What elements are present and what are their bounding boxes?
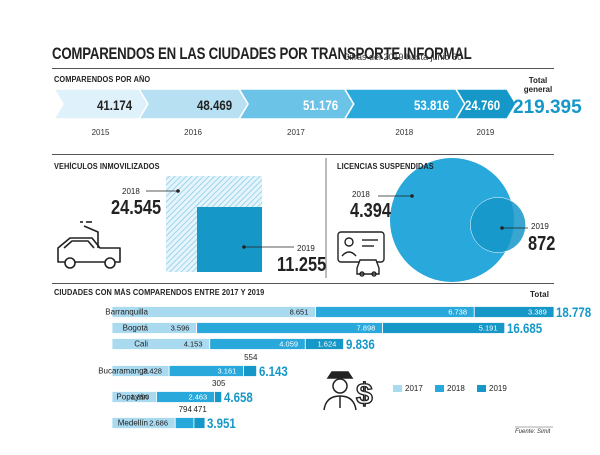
city-bar-value-0-1: 6.738 <box>448 307 467 317</box>
city-bar-popayán-2019 <box>214 391 223 403</box>
year-label-2018: 2018 <box>395 128 414 137</box>
city-total-2: 9.836 <box>345 336 375 352</box>
section-title-ciudades: CIUDADES CON MÁS COMPARENDOS ENTRE 2017 … <box>54 288 265 297</box>
legend-2019: 2019 <box>477 384 507 393</box>
licencias-2019-value: 872 <box>528 233 556 255</box>
city-label-4: Popayán <box>116 392 148 402</box>
year-value-2019: 24.760 <box>465 97 501 113</box>
subtitle: Cifras del 2019 hasta junio 30 <box>343 52 463 62</box>
city-bar-value-2-0: 4.153 <box>183 339 203 349</box>
city-label-5: Medellín <box>117 418 148 428</box>
city-bar-bogotá-2019 <box>382 322 506 334</box>
tow-truck-icon <box>57 221 121 269</box>
year-value-2018: 53.816 <box>413 97 449 113</box>
vehiculos-2018-value: 24.545 <box>111 197 162 219</box>
vehiculos-2019-year: 2019 <box>297 244 315 253</box>
year-value-2015: 41.174 <box>97 97 133 113</box>
city-label-0: Barranquilla <box>105 307 148 317</box>
licencias-2018-year: 2018 <box>352 190 370 199</box>
city-bar-value-4-0: 1.890 <box>130 392 150 402</box>
license-card-icon <box>337 231 385 277</box>
city-bar-value-3-0: 2.428 <box>143 366 162 376</box>
legend-swatch-2017 <box>393 385 402 392</box>
section-title-vehiculos: VEHÍCULOS INMOVILIZADOS <box>54 162 160 171</box>
city-bar-cali-2019 <box>304 338 344 350</box>
section-title-licencias: LICENCIAS SUSPENDIDAS <box>337 162 434 171</box>
licencias-2019-circle <box>470 197 526 253</box>
city-total-1: 16.685 <box>506 320 542 336</box>
city-bar-value-1-0: 3.596 <box>170 323 190 333</box>
city-total-4: 4.658 <box>223 389 253 405</box>
traffic-officer-icon <box>323 371 357 411</box>
page-title: COMPARENDOS EN LAS CIUDADES POR TRANSPOR… <box>52 44 472 63</box>
source-note: Fuente: Simit <box>515 429 551 435</box>
year-arrow-2019 <box>454 88 517 120</box>
city-bar-value-1-1: 7.898 <box>356 323 376 333</box>
vehiculos-2019-square <box>196 206 262 272</box>
divider-bottom <box>52 283 554 284</box>
city-bar-value-3-1: 3.161 <box>217 366 237 376</box>
city-bar-value-4-1: 2.463 <box>188 392 208 402</box>
dollar-icon: $ <box>356 378 373 411</box>
year-label-2017: 2017 <box>287 128 305 137</box>
city-label-2: Cali <box>134 339 148 349</box>
city-total-5: 3.951 <box>206 415 236 431</box>
city-bar-barranquilla-2019 <box>473 306 555 318</box>
year-label-2016: 2016 <box>184 128 202 137</box>
cities-total-header: Total <box>530 290 550 299</box>
city-bar-value-0-2: 3.389 <box>528 307 547 317</box>
vehiculos-2019-value: 11.255 <box>277 254 327 276</box>
city-bar-value-3-2: 554 <box>244 353 258 362</box>
city-bar-bucaramanga-2019 <box>243 365 257 377</box>
city-bar-medellín-2019 <box>193 417 206 429</box>
city-bar-value-5-2: 471 <box>193 405 207 414</box>
city-label-3: Bucaramanga <box>98 366 148 376</box>
total-general-value: 219.395 <box>513 97 582 118</box>
licencias-2019-year: 2019 <box>531 222 549 231</box>
city-bar-value-1-2: 5.191 <box>478 323 498 333</box>
divider-top <box>52 68 554 69</box>
city-bar-value-5-1: 794 <box>178 405 192 414</box>
total-general-label: Total general <box>523 76 553 94</box>
legend-2017: 2017 <box>393 384 423 393</box>
city-total-3: 6.143 <box>258 363 288 379</box>
city-bar-value-5-0: 2.686 <box>149 418 168 428</box>
legend-2018: 2018 <box>435 384 465 393</box>
section-title-comparendos: COMPARENDOS POR AÑO <box>54 75 151 84</box>
year-value-2016: 48.469 <box>197 97 233 113</box>
city-bar-value-4-2: 305 <box>212 379 226 388</box>
legend-swatch-2018 <box>435 385 444 392</box>
licencias-2018-value: 4.394 <box>350 200 392 222</box>
city-bar-value-0-0: 8.651 <box>289 307 309 317</box>
licencias-2018-circle <box>390 158 514 282</box>
city-bar-medellín-2018 <box>174 417 195 429</box>
year-value-2017: 51.176 <box>302 97 338 113</box>
city-label-1: Bogotá <box>122 323 148 333</box>
city-bar-value-2-2: 1.624 <box>317 339 337 349</box>
vehiculos-2018-year: 2018 <box>122 187 140 196</box>
year-label-2015: 2015 <box>91 128 110 137</box>
city-total-0: 18.778 <box>556 304 592 320</box>
divider-middle <box>52 154 554 155</box>
legend-swatch-2019 <box>477 385 486 392</box>
city-bar-bogotá-2018 <box>196 322 383 334</box>
city-bar-value-2-1: 4.059 <box>279 339 299 349</box>
year-label-2019: 2019 <box>476 128 495 137</box>
